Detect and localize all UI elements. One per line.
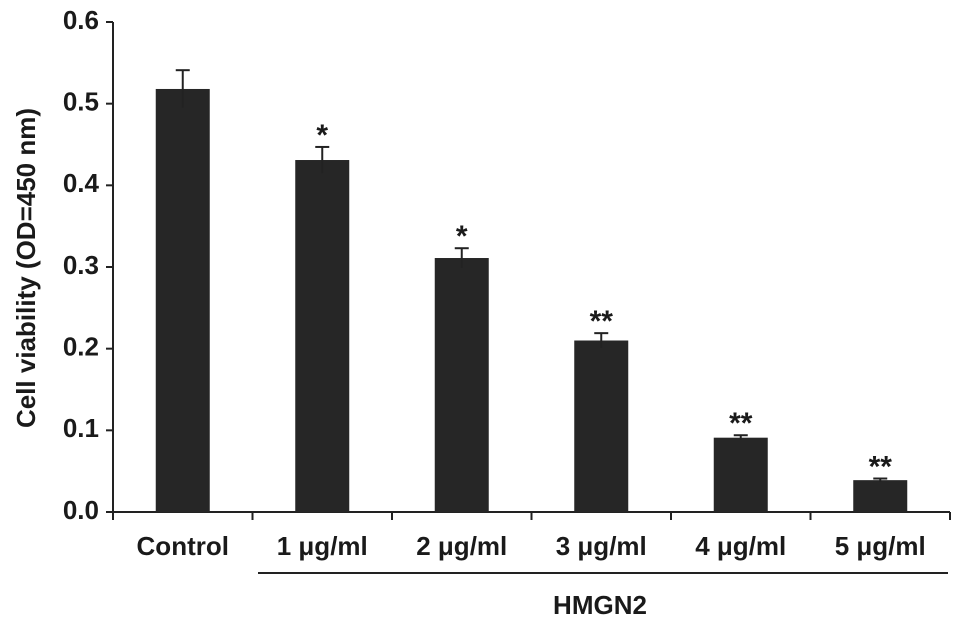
significance-mark: **: [590, 305, 614, 338]
y-tick-label: 0.1: [63, 413, 99, 443]
significance-mark: **: [869, 450, 893, 483]
bar: [434, 258, 489, 512]
error-bar: [454, 247, 469, 268]
x-tick-label: 3 μg/ml: [556, 531, 647, 561]
bar: [295, 160, 350, 512]
bar: [853, 480, 908, 512]
error-bar: [873, 477, 888, 482]
significance-mark: **: [729, 407, 753, 440]
y-tick-label: 0.3: [63, 250, 99, 280]
bar: [574, 340, 629, 512]
x-tick-label: 4 μg/ml: [695, 531, 786, 561]
significance-mark: *: [456, 220, 468, 253]
error-bar: [315, 145, 330, 174]
x-tick-label: 1 μg/ml: [277, 531, 368, 561]
significance-mark: *: [316, 119, 328, 152]
error-bar: [733, 434, 748, 441]
y-tick-label: 0.2: [63, 332, 99, 362]
y-axis-label: Cell viability (OD=450 nm): [11, 108, 41, 428]
error-bar: [594, 332, 609, 348]
y-tick-label: 0.6: [63, 5, 99, 35]
bar: [713, 437, 768, 512]
error-bar: [175, 69, 190, 108]
x-tick-label: Control: [137, 531, 229, 561]
y-tick-label: 0.5: [63, 87, 99, 117]
y-tick-label: 0.4: [63, 168, 100, 198]
bar: [155, 88, 210, 512]
x-tick-label: 5 μg/ml: [835, 531, 926, 561]
y-tick-label: 0.0: [63, 495, 99, 525]
x-tick-label: 2 μg/ml: [416, 531, 507, 561]
group-label: HMGN2: [553, 590, 647, 620]
